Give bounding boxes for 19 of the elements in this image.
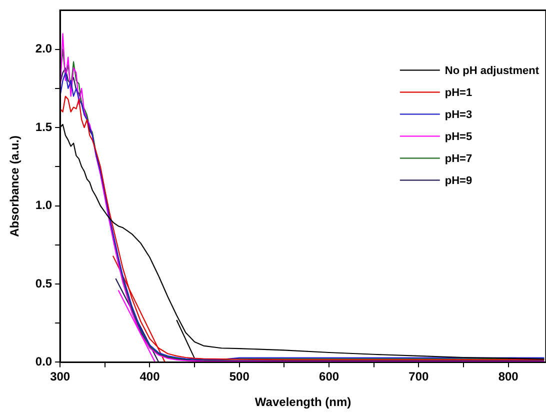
x-tick-label: 600 xyxy=(319,370,340,384)
x-tick-label: 700 xyxy=(408,370,430,384)
y-tick-label: 0.5 xyxy=(35,276,52,290)
legend-label: pH=3 xyxy=(444,109,472,122)
x-tick-label: 400 xyxy=(140,370,160,384)
y-axis-title: Absorbance (a.u.) xyxy=(8,136,22,237)
legend-label: pH=1 xyxy=(444,87,472,100)
y-tick-label: 1.0 xyxy=(35,198,52,212)
x-tick-label: 500 xyxy=(229,370,250,384)
y-tick-label: 2.0 xyxy=(35,42,52,56)
x-tick-label: 300 xyxy=(50,370,70,384)
legend-label: pH=5 xyxy=(444,131,472,144)
y-tick-label: 1.5 xyxy=(35,120,52,134)
x-axis-title: Wavelength (nm) xyxy=(254,395,352,410)
legend-label: pH=9 xyxy=(444,175,472,188)
x-tick-label: 800 xyxy=(498,370,519,384)
legend-label: pH=7 xyxy=(444,153,472,166)
legend-label: No pH adjustment xyxy=(444,65,540,78)
y-tick-label: 0.0 xyxy=(35,354,52,369)
